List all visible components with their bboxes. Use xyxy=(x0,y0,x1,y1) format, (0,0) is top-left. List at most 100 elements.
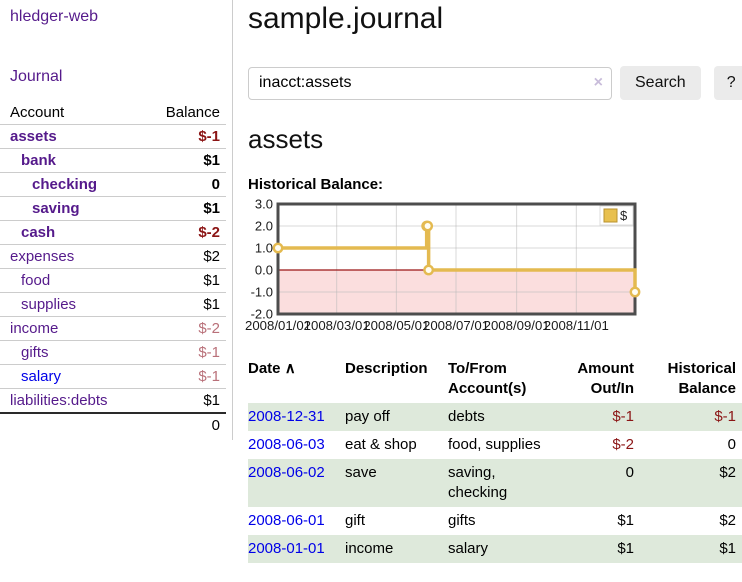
account-row: income $-2 xyxy=(0,317,226,341)
register-table: Date ∧ Description To/From Account(s) Am… xyxy=(248,357,742,563)
data-point-marker xyxy=(423,264,435,276)
account-balance: $-2 xyxy=(198,320,220,337)
transaction-balance: $-1 xyxy=(714,408,736,425)
x-tick-label: 2008/03/01 xyxy=(304,318,370,333)
transaction-date-link[interactable]: 2008-01-01 xyxy=(248,540,325,557)
register-row: 2008-12-31 pay off debts $-1 $-1 xyxy=(248,403,742,431)
x-tick-label: 2008/07/01 xyxy=(423,318,489,333)
sidebar-account-link-gifts[interactable]: gifts xyxy=(21,344,49,361)
account-balance: $-2 xyxy=(198,224,220,241)
accounts-column-header: To/From Account(s) xyxy=(448,360,527,397)
transaction-description: save xyxy=(345,464,377,481)
account-row: saving $1 xyxy=(0,197,226,221)
transaction-amount: $-2 xyxy=(612,436,634,453)
transaction-balance: 0 xyxy=(727,436,736,453)
transaction-date-link[interactable]: 2008-06-03 xyxy=(248,436,325,453)
x-tick-label: 2008/11/01 xyxy=(544,318,609,333)
account-row: gifts $-1 xyxy=(0,341,226,365)
transaction-balance: $1 xyxy=(719,540,736,557)
account-row: bank $1 xyxy=(0,149,226,173)
account-row: food $1 xyxy=(0,269,226,293)
register-row: 2008-01-01 income salary $1 $1 xyxy=(248,535,742,563)
sidebar-item-journal[interactable]: Journal xyxy=(10,68,63,85)
description-column-header: Description xyxy=(345,360,428,377)
chart-svg: $3.0 2.0 1.0 0.0 -1.0 -2.02008/01/012008/03/0… xyxy=(245,197,641,333)
transaction-amount: $1 xyxy=(617,512,634,529)
transaction-accounts: saving, checking xyxy=(448,464,508,501)
y-tick-label: 2.0 xyxy=(255,219,273,234)
transaction-description: eat & shop xyxy=(345,436,417,453)
account-column-header: Account xyxy=(10,104,65,121)
search-input-wrap: × xyxy=(248,66,612,100)
account-row: expenses $2 xyxy=(0,245,226,269)
account-row: cash $-2 xyxy=(0,221,226,245)
transaction-balance: $2 xyxy=(719,512,736,529)
transaction-accounts: salary xyxy=(448,540,489,557)
account-row: assets $-1 xyxy=(0,125,226,149)
account-heading: assets xyxy=(248,124,324,154)
y-tick-label: -1.0 xyxy=(251,285,273,300)
account-balance: $1 xyxy=(203,200,220,217)
data-point-marker xyxy=(272,242,284,254)
account-row: salary $-1 xyxy=(0,365,226,389)
y-tick-label: 1.0 xyxy=(255,241,273,256)
search-input[interactable] xyxy=(248,66,612,100)
balance-column-header: Balance xyxy=(165,104,220,121)
transaction-amount: 0 xyxy=(625,464,634,481)
x-tick-label: 2008/01/01 xyxy=(245,318,311,333)
y-tick-label: 0.0 xyxy=(255,263,273,278)
sidebar-account-link-liabilities-debts[interactable]: liabilities:debts xyxy=(10,392,108,409)
sidebar: hledger-web Journal Account Balance asse… xyxy=(0,0,233,440)
account-balance: $1 xyxy=(203,272,220,289)
date-column-header[interactable]: Date ∧ xyxy=(248,360,296,377)
transaction-date-link[interactable]: 2008-12-31 xyxy=(248,408,325,425)
accounts-balance-table: Account Balance assets $-1 bank $1 checking 0… xyxy=(0,101,226,437)
accounts-total-row: 0 xyxy=(0,413,226,437)
account-balance: $-1 xyxy=(198,128,220,145)
sidebar-account-link-checking[interactable]: checking xyxy=(32,176,98,193)
sidebar-account-link-bank[interactable]: bank xyxy=(21,152,57,169)
amount-column-header: Amount Out/In xyxy=(577,360,634,397)
sidebar-account-link-expenses[interactable]: expenses xyxy=(10,248,75,265)
historical-balance-chart: $3.0 2.0 1.0 0.0 -1.0 -2.0 2008/01/01 2008/03/0… xyxy=(245,197,742,336)
clear-search-icon[interactable]: × xyxy=(593,73,603,91)
register-row: 2008-06-02 save saving, checking 0 $2 xyxy=(248,459,742,507)
sidebar-account-link-income[interactable]: income xyxy=(10,320,59,337)
plot-border xyxy=(276,202,637,316)
register-header-row: Date ∧ Description To/From Account(s) Am… xyxy=(248,357,742,403)
sidebar-account-link-cash[interactable]: cash xyxy=(21,224,56,241)
help-button[interactable]: ? xyxy=(713,66,742,100)
sidebar-account-link-salary[interactable]: salary xyxy=(21,368,62,385)
legend-label: $ xyxy=(620,208,628,223)
transaction-date-link[interactable]: 2008-06-02 xyxy=(248,464,325,481)
sidebar-account-link-saving[interactable]: saving xyxy=(32,200,80,217)
y-tick-label: 3.0 xyxy=(255,197,273,212)
account-balance: $2 xyxy=(203,248,220,265)
transaction-date-link[interactable]: 2008-06-01 xyxy=(248,512,325,529)
accounts-table-header: Account Balance xyxy=(0,101,226,125)
legend-swatch xyxy=(603,208,618,223)
account-row: checking 0 xyxy=(0,173,226,197)
data-point-marker xyxy=(422,220,434,232)
search-button[interactable]: Search xyxy=(620,66,701,100)
sidebar-account-link-food[interactable]: food xyxy=(21,272,51,289)
transaction-description: income xyxy=(345,540,394,557)
x-tick-label: 2008/05/01 xyxy=(363,318,429,333)
app-title-link[interactable]: hledger-web xyxy=(10,8,99,25)
account-balance: $-1 xyxy=(198,368,220,385)
sidebar-account-link-supplies[interactable]: supplies xyxy=(21,296,77,313)
account-balance: 0 xyxy=(211,176,220,193)
transaction-accounts: food, supplies xyxy=(448,436,541,453)
sidebar-account-link-assets[interactable]: assets xyxy=(10,128,57,145)
page-title: sample.journal xyxy=(248,2,444,35)
total-label-cell xyxy=(0,413,145,437)
transaction-amount: $1 xyxy=(617,540,634,557)
chart-title: Historical Balance: xyxy=(248,176,384,193)
transaction-balance: $2 xyxy=(719,464,736,481)
accounts-total-balance: 0 xyxy=(211,417,220,434)
register-row: 2008-06-01 gift gifts $1 $2 xyxy=(248,507,742,535)
data-point-marker xyxy=(629,286,641,298)
account-row: liabilities:debts $1 xyxy=(0,389,226,413)
transaction-description: gift xyxy=(345,512,366,529)
account-balance: $1 xyxy=(203,152,220,169)
